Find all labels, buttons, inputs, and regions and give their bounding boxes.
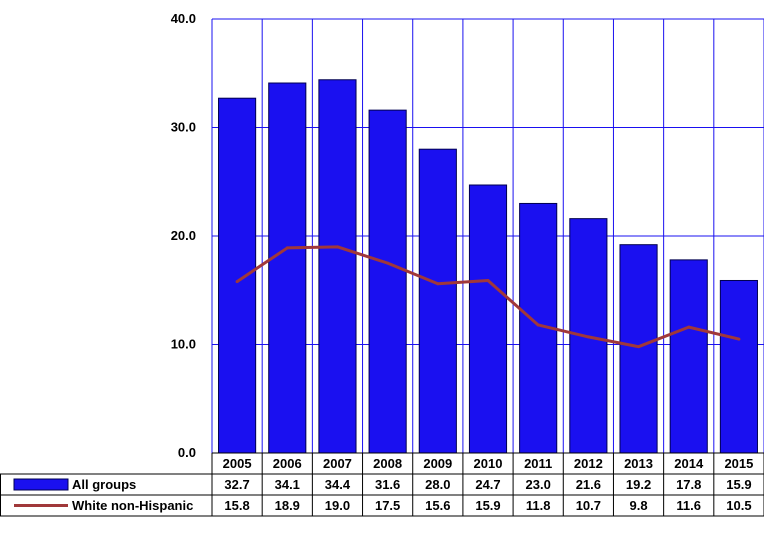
y-tick-label: 10.0 <box>171 337 196 352</box>
data-table-value: 24.7 <box>475 477 500 492</box>
data-table-value: 10.7 <box>576 498 601 513</box>
bar <box>468 184 508 454</box>
x-tick-label: 2006 <box>273 456 302 471</box>
line-point <box>486 278 490 282</box>
data-table-value: 10.5 <box>726 498 751 513</box>
legend-label: All groups <box>72 477 136 492</box>
x-tick-label: 2005 <box>223 456 252 471</box>
line-point <box>536 323 540 327</box>
data-table-value: 15.6 <box>425 498 450 513</box>
x-tick-label: 2009 <box>423 456 452 471</box>
line-point <box>586 335 590 339</box>
data-table-value: 15.9 <box>726 477 751 492</box>
line-point <box>285 246 289 250</box>
bar <box>619 244 658 454</box>
data-table-value: 23.0 <box>526 477 551 492</box>
line-point <box>386 261 390 265</box>
data-table-value: 15.9 <box>475 498 500 513</box>
data-table-value: 28.0 <box>425 477 450 492</box>
data-table-value: 21.6 <box>576 477 601 492</box>
y-tick-label: 30.0 <box>171 120 196 135</box>
data-table-value: 9.8 <box>630 498 648 513</box>
legend-key-bar <box>13 478 69 491</box>
line-point <box>235 280 239 284</box>
line-point <box>335 245 339 249</box>
x-tick-label: 2011 <box>524 456 552 471</box>
data-table-value: 19.2 <box>626 477 651 492</box>
bar <box>368 109 407 454</box>
y-tick-label: 0.0 <box>178 445 196 460</box>
data-table-value: 11.8 <box>526 498 551 513</box>
data-table-value: 15.8 <box>224 498 249 513</box>
bar <box>719 279 758 454</box>
bar <box>218 97 257 454</box>
data-table-value: 32.7 <box>224 477 249 492</box>
x-tick-label: 2008 <box>373 456 402 471</box>
data-table-value: 19.0 <box>325 498 350 513</box>
y-tick-label: 20.0 <box>171 228 196 243</box>
x-tick-label: 2013 <box>624 456 653 471</box>
data-table-value: 18.9 <box>275 498 300 513</box>
x-tick-label: 2010 <box>474 456 503 471</box>
data-table-value: 17.5 <box>375 498 400 513</box>
x-tick-label: 2015 <box>724 456 753 471</box>
data-table-value: 34.1 <box>275 477 300 492</box>
data-table-value: 31.6 <box>375 477 400 492</box>
data-table-value: 34.4 <box>325 477 351 492</box>
legend-label: White non-Hispanic <box>72 498 193 513</box>
bar <box>418 148 457 454</box>
bar <box>318 79 357 454</box>
data-table-value: 17.8 <box>676 477 701 492</box>
x-tick-label: 2007 <box>323 456 352 471</box>
y-tick-label: 40.0 <box>171 11 196 26</box>
bar <box>669 259 708 454</box>
line-point <box>436 282 440 286</box>
line-point <box>637 345 641 349</box>
x-tick-label: 2014 <box>674 456 704 471</box>
bar <box>268 82 307 454</box>
line-point <box>687 325 691 329</box>
x-tick-label: 2012 <box>574 456 603 471</box>
data-table-value: 11.6 <box>676 498 701 513</box>
line-point <box>737 337 741 341</box>
